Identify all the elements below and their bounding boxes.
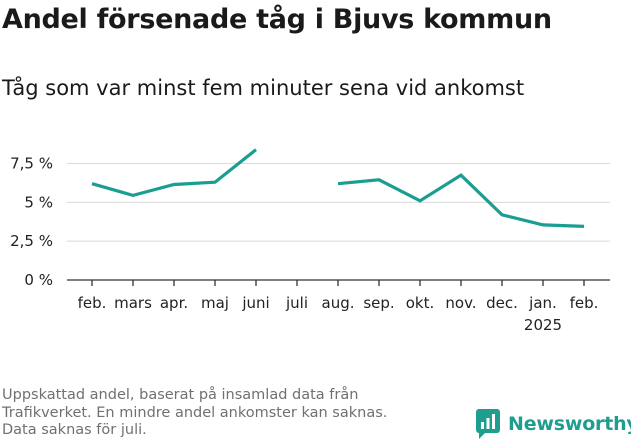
x-tick-label: nov. <box>445 294 476 312</box>
x-tick-label: maj <box>201 294 229 312</box>
x-axis <box>67 279 610 286</box>
footnote: Uppskattad andel, baserat på insamlad da… <box>2 387 442 440</box>
x-tick-label: aug. <box>322 294 355 312</box>
chart-title: Andel försenade tåg i Bjuvs kommun <box>2 4 552 35</box>
y-tick-label: 0 % <box>24 271 53 289</box>
brand-logo[interactable]: Newsworthy <box>476 408 631 440</box>
x-tick-label: sep. <box>363 294 394 312</box>
x-tick-label: jan. <box>528 294 557 312</box>
series-line-segment <box>337 173 585 228</box>
x-tick-label: okt. <box>406 294 435 312</box>
y-tick-label: 7,5 % <box>10 155 53 173</box>
brand-name: Newsworthy <box>508 413 631 435</box>
x-tick-label: juli <box>285 294 308 312</box>
x-tick-labels: feb. mars apr. maj juni juli aug. sep. okt. nov. d… <box>78 294 599 334</box>
footnote-line: Data saknas för juli. <box>2 422 147 438</box>
grid-lines <box>67 163 610 242</box>
x-tick-label: mars <box>114 294 152 312</box>
x-tick-label: dec. <box>486 294 518 312</box>
x-year-label: 2025 <box>524 316 562 334</box>
x-tick-label: feb. <box>570 294 599 312</box>
series-line-segment <box>91 148 257 198</box>
newsworthy-logo-icon <box>476 409 500 439</box>
footnote-line: Trafikverket. En mindre andel ankomster … <box>2 404 388 421</box>
footnote-line: Uppskattad andel, baserat på insamlad da… <box>2 387 359 403</box>
x-tick-label: juni <box>241 294 269 312</box>
data-series <box>91 148 585 228</box>
y-tick-label: 2,5 % <box>10 232 53 250</box>
x-tick-label: apr. <box>160 294 188 312</box>
y-tick-label: 5 % <box>24 193 53 211</box>
chart-subtitle: Tåg som var minst fem minuter sena vid a… <box>2 76 525 100</box>
line-chart: 0 % 2,5 % 5 % 7,5 % feb. mars apr. maj juni juli… <box>10 148 610 334</box>
y-tick-labels: 0 % 2,5 % 5 % 7,5 % <box>10 155 53 289</box>
x-tick-label: feb. <box>78 294 107 312</box>
